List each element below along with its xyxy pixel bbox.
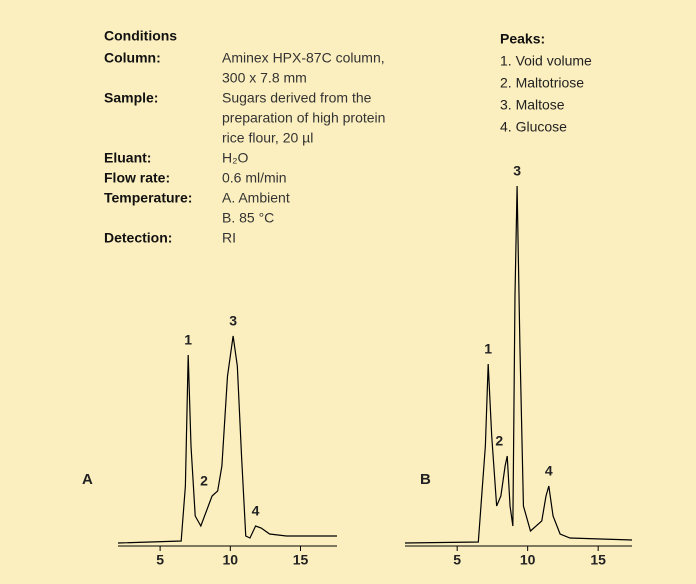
condition-value: H₂O xyxy=(222,150,249,166)
peak-label: 3 xyxy=(229,313,237,329)
peak-label: 1 xyxy=(184,332,192,348)
condition-value: A. Ambient xyxy=(222,190,290,206)
condition-key: Column: xyxy=(104,50,161,66)
peak-item: 2. Maltotriose xyxy=(500,75,584,91)
condition-value: Aminex HPX-87C column, xyxy=(222,50,385,66)
peak-item: 1. Void volume xyxy=(500,53,592,69)
x-tick-label: 5 xyxy=(156,552,164,568)
peak-label: 4 xyxy=(252,503,260,519)
x-tick-label: 5 xyxy=(453,552,461,568)
conditions-title: Conditions xyxy=(104,28,177,44)
chromatogram-trace xyxy=(117,335,337,544)
condition-key: Sample: xyxy=(104,90,158,106)
condition-value: 0.6 ml/min xyxy=(222,170,287,186)
condition-value: Sugars derived from the xyxy=(222,90,372,106)
condition-key: Temperature: xyxy=(104,190,192,206)
panel-label: B xyxy=(420,471,431,488)
x-tick-label: 10 xyxy=(520,552,536,568)
peak-label: 4 xyxy=(545,463,553,479)
condition-key: Flow rate: xyxy=(104,170,170,186)
x-tick-label: 15 xyxy=(590,552,606,568)
chromatogram-trace xyxy=(404,185,633,544)
peak-label: 3 xyxy=(513,163,521,179)
condition-value: preparation of high protein xyxy=(222,110,385,126)
condition-value: B. 85 °C xyxy=(222,210,274,226)
x-tick-label: 10 xyxy=(223,552,239,568)
peaks-title: Peaks: xyxy=(500,31,545,47)
x-tick-label: 15 xyxy=(293,552,309,568)
condition-value: RI xyxy=(222,230,236,246)
panel-label: A xyxy=(82,471,93,488)
condition-value: 300 x 7.8 mm xyxy=(222,70,307,86)
peak-label: 2 xyxy=(200,473,208,489)
condition-value: rice flour, 20 µl xyxy=(222,130,313,146)
condition-key: Eluant: xyxy=(104,150,151,166)
peak-label: 1 xyxy=(484,341,492,357)
peak-label: 2 xyxy=(495,433,503,449)
condition-key: Detection: xyxy=(104,230,172,246)
peak-item: 3. Maltose xyxy=(500,97,565,113)
peak-item: 4. Glucose xyxy=(500,119,567,135)
